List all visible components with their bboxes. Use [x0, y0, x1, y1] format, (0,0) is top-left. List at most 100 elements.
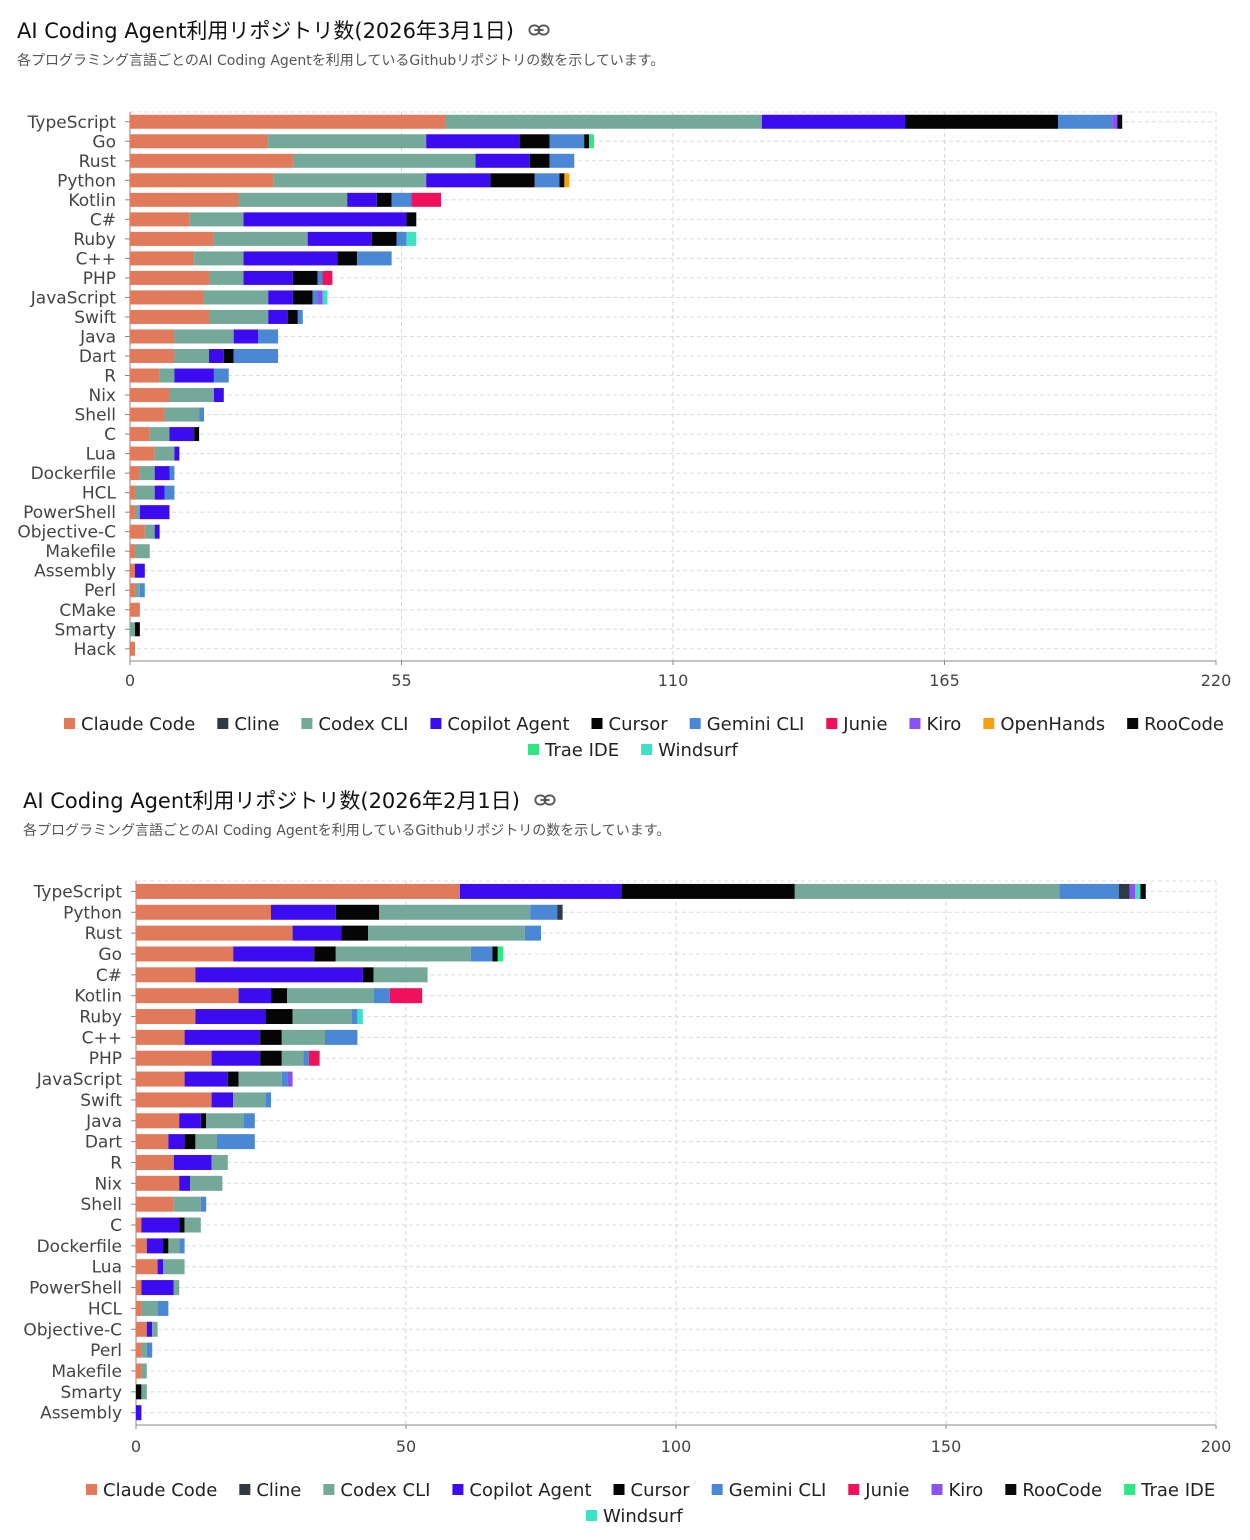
bar-segment-codex-cli[interactable] — [168, 1238, 180, 1254]
bar-segment-cursor[interactable] — [292, 270, 318, 285]
bar-segment-codex-cli[interactable] — [335, 946, 471, 962]
bar-segment-gemini-cli[interactable] — [146, 1342, 153, 1358]
bar-segment-gemini-cli[interactable] — [352, 1009, 358, 1025]
bar-segment-codex-cli[interactable] — [211, 1154, 228, 1170]
bar-segment-claude-code[interactable] — [130, 446, 155, 461]
bar-segment-copilot-agent[interactable] — [184, 1071, 228, 1087]
bar-stack-go[interactable] — [130, 134, 595, 149]
bar-segment-claude-code[interactable] — [130, 251, 195, 266]
legend-item-openhands[interactable]: OpenHands — [983, 714, 1105, 735]
bar-segment-codex-cli[interactable] — [184, 1217, 201, 1233]
bar-stack-objective-c[interactable] — [130, 524, 160, 539]
bar-segment-codex-cli[interactable] — [144, 524, 155, 539]
bar-stack-makefile[interactable] — [130, 544, 150, 559]
bar-segment-claude-code[interactable] — [130, 309, 209, 324]
bar-segment-copilot-agent[interactable] — [426, 134, 520, 149]
bar-segment-claude-code[interactable] — [136, 967, 196, 983]
bar-segment-copilot-agent[interactable] — [136, 1405, 142, 1421]
bar-segment-claude-code[interactable] — [130, 134, 269, 149]
bar-segment-copilot-agent[interactable] — [146, 1321, 153, 1337]
legend-item-kiro[interactable]: Kiro — [931, 1480, 983, 1501]
bar-segment-cursor[interactable] — [194, 427, 200, 442]
bar-stack-lua[interactable] — [136, 1259, 185, 1275]
bar-stack-lua[interactable] — [130, 446, 180, 461]
bar-stack-smarty[interactable] — [136, 1384, 147, 1400]
legend-item-roocode[interactable]: RooCode — [1127, 714, 1224, 735]
bar-stack-hack[interactable] — [130, 641, 135, 656]
bar-segment-gemini-cli[interactable] — [549, 153, 575, 168]
bar-segment-copilot-agent[interactable] — [233, 946, 315, 962]
legend-item-claude-code[interactable]: Claude Code — [86, 1480, 217, 1501]
bar-segment-cursor[interactable] — [163, 1238, 169, 1254]
bar-segment-copilot-agent[interactable] — [243, 270, 293, 285]
bar-segment-gemini-cli[interactable] — [1058, 114, 1113, 129]
legend-item-cursor[interactable]: Cursor — [591, 714, 669, 735]
bar-segment-copilot-agent[interactable] — [179, 1175, 190, 1191]
bar-segment-cursor[interactable] — [223, 349, 234, 363]
bar-segment-cursor[interactable] — [271, 988, 288, 1004]
bar-segment-copilot-agent[interactable] — [184, 1029, 261, 1045]
bar-segment-codex-cli[interactable] — [206, 1113, 244, 1129]
bar-segment-cursor[interactable] — [529, 153, 550, 168]
bar-segment-gemini-cli[interactable] — [357, 251, 392, 266]
bar-stack-rust[interactable] — [130, 153, 575, 168]
bar-stack-assembly[interactable] — [130, 563, 145, 578]
bar-segment-codex-cli[interactable] — [368, 925, 525, 941]
bar-segment-codex-cli[interactable] — [273, 173, 427, 188]
bar-segment-cursor[interactable] — [519, 134, 550, 149]
bar-segment-codex-cli[interactable] — [163, 1259, 185, 1275]
bar-segment-kiro[interactable] — [1112, 114, 1118, 129]
bar-segment-cursor[interactable] — [376, 192, 392, 207]
bar-stack-r[interactable] — [130, 368, 229, 383]
bar-segment-claude-code[interactable] — [130, 212, 190, 227]
bar-segment-codex-cli[interactable] — [373, 967, 428, 983]
bar-segment-claude-code[interactable] — [130, 544, 135, 559]
legend-item-kiro[interactable]: Kiro — [909, 714, 961, 735]
legend-item-junie[interactable]: Junie — [848, 1480, 909, 1501]
bar-segment-claude-code[interactable] — [136, 1154, 174, 1170]
bar-segment-claude-code[interactable] — [136, 1238, 147, 1254]
bar-segment-junie[interactable] — [389, 988, 423, 1004]
bar-segment-cursor[interactable] — [406, 212, 417, 227]
legend-item-cursor[interactable]: Cursor — [613, 1480, 691, 1501]
bar-segment-copilot-agent[interactable] — [292, 925, 342, 941]
bar-segment-copilot-agent[interactable] — [426, 173, 491, 188]
bar-segment-claude-code[interactable] — [136, 1196, 174, 1212]
bar-stack-objective-c[interactable] — [136, 1321, 158, 1337]
bar-stack-dockerfile[interactable] — [136, 1238, 185, 1254]
bar-segment-gemini-cli[interactable] — [169, 466, 175, 481]
bar-segment-copilot-agent[interactable] — [211, 1092, 234, 1108]
bar-segment-codex-cli[interactable] — [154, 446, 175, 461]
bar-segment-claude-code[interactable] — [130, 466, 140, 481]
link-icon[interactable] — [528, 23, 550, 37]
bar-segment-claude-code[interactable] — [130, 192, 239, 207]
bar-segment-cursor[interactable] — [337, 251, 358, 266]
bar-segment-claude-code[interactable] — [136, 1092, 212, 1108]
bar-segment-cursor[interactable] — [200, 1113, 207, 1129]
bar-segment-claude-code[interactable] — [130, 349, 175, 363]
bar-segment-codex-cli[interactable] — [174, 329, 234, 344]
bar-stack-powershell[interactable] — [136, 1280, 180, 1296]
bar-stack-shell[interactable] — [130, 407, 205, 422]
bar-segment-codex-cli[interactable] — [208, 270, 244, 285]
bar-segment-gemini-cli[interactable] — [157, 1300, 169, 1316]
bar-stack-dart[interactable] — [130, 349, 279, 363]
bar-segment-windsurf[interactable] — [322, 290, 328, 305]
bar-segment-gemini-cli[interactable] — [317, 270, 323, 285]
bar-segment-copilot-agent[interactable] — [268, 309, 288, 324]
bar-segment-claude-code[interactable] — [136, 883, 460, 899]
bar-segment-copilot-agent[interactable] — [213, 388, 224, 403]
bar-segment-junie[interactable] — [322, 270, 333, 285]
bar-segment-claude-code[interactable] — [136, 904, 271, 920]
bar-segment-gemini-cli[interactable] — [213, 368, 229, 383]
bar-segment-codex-cli[interactable] — [173, 1280, 180, 1296]
bar-segment-claude-code[interactable] — [136, 1217, 142, 1233]
bar-segment-codex-cli[interactable] — [794, 883, 1060, 899]
bar-stack-javascript[interactable] — [136, 1071, 293, 1087]
bar-segment-codex-cli[interactable] — [287, 988, 374, 1004]
bar-stack-rust[interactable] — [136, 925, 541, 941]
legend-item-copilot-agent[interactable]: Copilot Agent — [452, 1480, 592, 1501]
legend-item-cline[interactable]: Cline — [239, 1480, 301, 1501]
bar-segment-gemini-cli[interactable] — [179, 1238, 185, 1254]
bar-segment-gemini-cli[interactable] — [297, 309, 303, 324]
